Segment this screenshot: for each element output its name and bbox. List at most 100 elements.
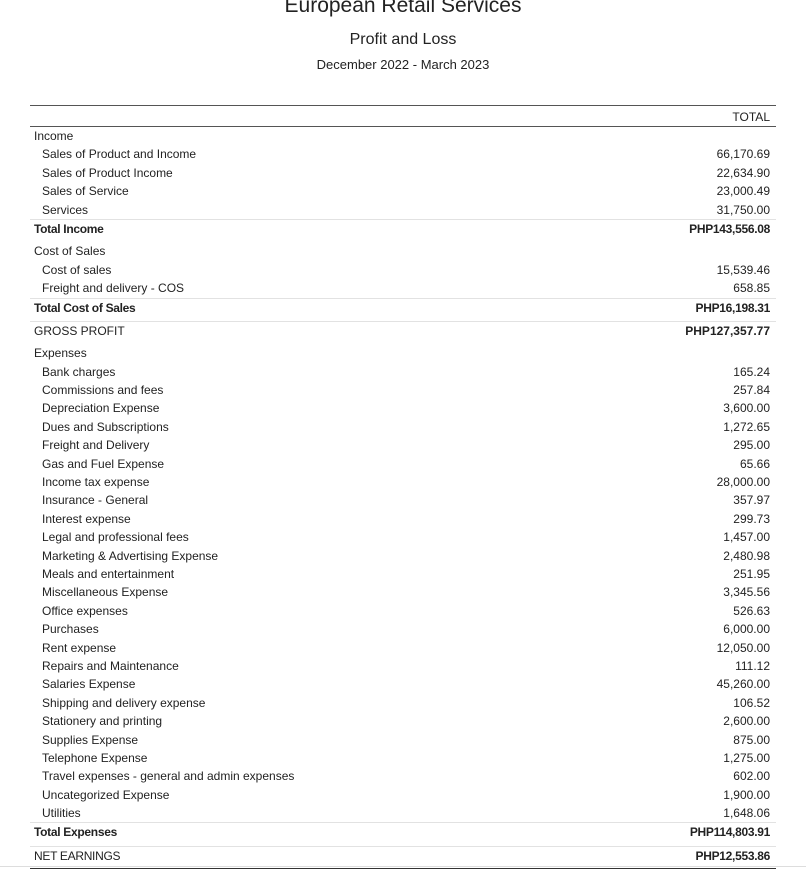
company-name: European Retail Services [284,0,522,17]
row-amount: 111.12 [735,658,770,673]
row-label: Income tax expense [42,475,150,490]
row-label: NET EARNINGS [34,848,121,863]
line-item-row: Sales of Service 23,000.49 [30,182,776,200]
line-item-row: Services 31,750.00 [30,201,776,219]
row-amount: 66,170.69 [716,147,770,162]
line-item-row: Interest expense 299.73 [30,510,776,528]
row-label: Expenses [34,346,87,361]
row-label: Supplies Expense [42,732,139,747]
line-item-row: Telephone Expense 1,275.00 [30,749,776,767]
total-row: NET EARNINGS PHP12,553.86 [30,845,776,869]
row-label: Cost of sales [42,262,112,277]
profit-loss-table: TOTAL Income Sales of Product and Income 6… [30,105,776,869]
row-label: Salaries Expense [42,677,136,692]
row-amount: PHP127,357.77 [685,323,770,338]
row-amount: PHP16,198.31 [695,300,771,315]
line-item-row: Travel expenses - general and admin expe… [30,767,776,785]
row-label: Rent expense [42,640,117,655]
line-item-row: Miscellaneous Expense 3,345.56 [30,583,776,601]
line-item-row: Marketing & Advertising Expense 2,480.98 [30,547,776,565]
row-amount: 23,000.49 [716,184,770,199]
row-amount: 1,900.00 [723,787,770,802]
row-amount: 12,050.00 [716,640,770,655]
line-item-row: Office expenses 526.63 [30,602,776,620]
report-period: December 2022 - March 2023 [316,57,490,72]
total-row: GROSS PROFIT PHP127,357.77 [30,320,776,340]
row-label: Sales of Service [42,184,129,199]
line-item-row: Dues and Subscriptions 1,272.65 [30,418,776,436]
row-amount: 602.00 [733,769,770,784]
row-label: Services [42,202,89,217]
row-amount: 165.24 [733,364,770,379]
line-item-row: Income tax expense 28,000.00 [30,473,776,491]
row-amount: 28,000.00 [716,475,770,490]
line-item-row: Sales of Product Income 22,634.90 [30,164,776,182]
row-label: Cost of Sales [34,244,106,259]
total-row: Total Income PHP143,556.08 [30,218,776,238]
row-amount: 658.85 [733,281,770,296]
row-amount: 3,345.56 [723,585,770,600]
row-label: Travel expenses - general and admin expe… [42,769,295,784]
line-item-row: Purchases 6,000.00 [30,620,776,638]
row-label: Sales of Product and Income [42,147,197,162]
section-header: Income [30,127,776,145]
line-item-row: Sales of Product and Income 66,170.69 [30,145,776,163]
row-amount: 251.95 [733,566,770,581]
report-rows: Income Sales of Product and Income 66,170.… [30,127,776,869]
row-label: Repairs and Maintenance [42,658,179,673]
row-amount: 1,272.65 [723,419,770,434]
row-label: Bank charges [42,364,116,379]
section-header: Expenses [30,344,776,362]
line-item-row: Rent expense 12,050.00 [30,639,776,657]
row-label: Marketing & Advertising Expense [42,548,219,563]
line-item-row: Utilities 1,648.06 [30,804,776,822]
row-amount: 15,539.46 [716,262,770,277]
row-label: Total Expenses [34,825,117,840]
row-label: Office expenses [42,603,128,618]
row-label: Income [34,129,74,143]
bottom-divider [0,866,806,867]
row-amount: 31,750.00 [716,202,770,217]
line-item-row: Legal and professional fees 1,457.00 [30,528,776,546]
column-header-total: TOTAL [30,106,776,127]
row-label: Gas and Fuel Expense [42,456,165,471]
total-row: Total Expenses PHP114,803.91 [30,822,776,841]
line-item-row: Insurance - General 357.97 [30,491,776,509]
row-amount: 65.66 [739,456,770,471]
line-item-row: Meals and entertainment 251.95 [30,565,776,583]
row-amount: PHP12,553.86 [695,848,771,863]
row-amount: 3,600.00 [723,401,770,416]
row-amount: 295.00 [733,438,770,453]
row-label: Interest expense [42,511,131,526]
report-title: Profit and Loss [349,31,457,48]
row-label: Freight and Delivery [42,438,150,453]
row-label: Telephone Expense [42,750,148,765]
row-amount: 1,648.06 [723,806,770,821]
line-item-row: Repairs and Maintenance 111.12 [30,657,776,675]
row-amount: 1,457.00 [723,530,770,545]
line-item-row: Gas and Fuel Expense 65.66 [30,455,776,473]
total-row: Total Cost of Sales PHP16,198.31 [30,297,776,317]
row-amount: 299.73 [733,511,770,526]
row-amount: PHP143,556.08 [689,221,770,236]
row-amount: 45,260.00 [716,677,770,692]
line-item-row: Supplies Expense 875.00 [30,731,776,749]
row-amount: 22,634.90 [716,165,770,180]
row-amount: 357.97 [733,493,770,508]
section-header: Cost of Sales [30,242,776,260]
row-label: Legal and professional fees [42,530,189,545]
row-amount: 106.52 [733,695,770,710]
row-amount: 1,275.00 [723,750,770,765]
line-item-row: Uncategorized Expense 1,900.00 [30,786,776,804]
row-label: Utilities [42,806,81,821]
row-amount: 2,600.00 [723,714,770,729]
row-label: Uncategorized Expense [42,787,170,802]
row-label: Insurance - General [42,493,149,508]
row-label: Depreciation Expense [42,401,160,416]
line-item-row: Salaries Expense 45,260.00 [30,675,776,693]
row-amount: 6,000.00 [723,622,770,637]
row-amount: 257.84 [733,383,770,398]
line-item-row: Freight and delivery - COS 658.85 [30,279,776,297]
line-item-row: Freight and Delivery 295.00 [30,436,776,454]
line-item-row: Bank charges 165.24 [30,363,776,381]
